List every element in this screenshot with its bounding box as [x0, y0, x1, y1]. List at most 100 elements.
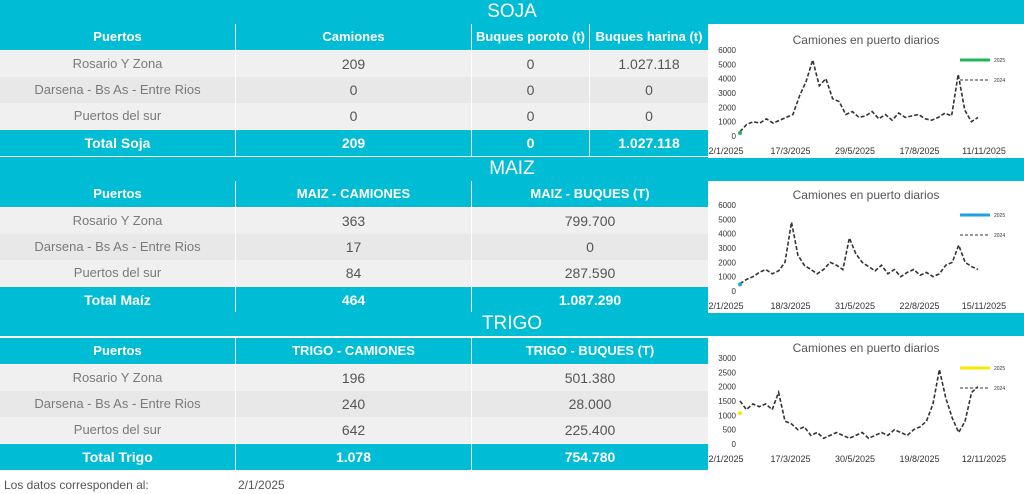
soja-col-puertos: Puertos	[0, 24, 235, 50]
row-value: 196	[235, 365, 471, 391]
row-value: 0	[471, 234, 708, 260]
legend-2024-label: 2024	[994, 386, 1005, 392]
y-tick-label: 3000	[718, 244, 736, 253]
y-tick-label: 4000	[718, 230, 736, 239]
soja-chart-svg: Camiones en puerto diarios 0 1000 2000 3000 4…	[708, 33, 1006, 156]
footer-date: 2/1/2025	[238, 478, 285, 492]
maiz-col-camiones: MAIZ - CAMIONES	[235, 181, 471, 207]
row-value: 1.027.118	[589, 51, 708, 77]
row-value: 0	[471, 51, 589, 77]
row-value: 0	[471, 77, 589, 103]
legend-2025-label: 2025	[994, 213, 1005, 219]
row-value: 209	[235, 51, 471, 77]
trigo-header-row: Puertos TRIGO - CAMIONES TRIGO - BUQUES …	[0, 338, 708, 364]
table-row: Puertos del sur 0 0 0	[0, 103, 708, 129]
soja-title: SOJA	[0, 0, 1024, 24]
legend-2025-label: 2025	[994, 366, 1005, 372]
row-value: 363	[235, 208, 471, 234]
row-value: 0	[589, 77, 708, 103]
row-label: Darsena - Bs As - Entre Rios	[0, 234, 235, 260]
trigo-col-buques: TRIGO - BUQUES (T)	[471, 338, 708, 364]
total-value: 1.078	[235, 444, 471, 470]
table-row: Puertos del sur 84 287.590	[0, 260, 708, 286]
row-value: 0	[589, 103, 708, 129]
y-tick-label: 0	[732, 287, 737, 296]
table-row: Darsena - Bs As - Entre Rios 240 28.000	[0, 391, 708, 417]
row-label: Rosario Y Zona	[0, 365, 235, 391]
soja-col-camiones: Camiones	[235, 24, 471, 50]
chart-title: Camiones en puerto diarios	[793, 341, 940, 355]
soja-total-row: Total Soja 209 0 1.027.118	[0, 130, 708, 156]
y-tick-label: 6000	[718, 46, 736, 55]
y-tick-label: 5000	[718, 60, 736, 69]
chart-title: Camiones en puerto diarios	[793, 188, 940, 202]
total-value: 1.027.118	[589, 130, 708, 156]
series-2024-line	[739, 369, 979, 440]
total-label: Total Soja	[0, 130, 235, 156]
series-2025-point	[738, 131, 742, 136]
trigo-col-puertos: Puertos	[0, 338, 235, 364]
y-tick-label: 500	[723, 426, 737, 435]
x-tick-label: 11/11/2025	[962, 146, 1006, 156]
table-row: Darsena - Bs As - Entre Rios 17 0	[0, 234, 708, 260]
soja-col-buques-poroto: Buques poroto (t)	[471, 24, 589, 50]
row-value: 240	[235, 391, 471, 417]
x-tick-label: 19/8/2025	[899, 454, 939, 464]
x-tick-label: 29/5/2025	[835, 146, 875, 156]
y-tick-label: 5000	[718, 215, 736, 224]
y-tick-label: 1500	[718, 397, 736, 406]
y-tick-label: 6000	[718, 201, 736, 210]
table-row: Rosario Y Zona 196 501.380	[0, 365, 708, 391]
total-value: 464	[235, 287, 471, 313]
chart-title: Camiones en puerto diarios	[793, 33, 940, 47]
x-tick-label: 30/5/2025	[835, 454, 875, 464]
total-label: Total Maíz	[0, 287, 235, 313]
y-tick-label: 2000	[718, 258, 736, 267]
maiz-col-puertos: Puertos	[0, 181, 235, 207]
total-value: 0	[471, 130, 589, 156]
trigo-total-row: Total Trigo 1.078 754.780	[0, 444, 708, 470]
soja-col-buques-harina: Buques harina (t)	[589, 24, 708, 50]
trigo-col-camiones: TRIGO - CAMIONES	[235, 338, 471, 364]
row-label: Darsena - Bs As - Entre Rios	[0, 391, 235, 417]
row-label: Darsena - Bs As - Entre Rios	[0, 77, 235, 103]
x-tick-label: 31/5/2025	[835, 301, 875, 311]
series-2025-point	[738, 282, 742, 287]
legend-2024-label: 2024	[994, 78, 1005, 84]
row-label: Puertos del sur	[0, 260, 235, 286]
maiz-header-row: Puertos MAIZ - CAMIONES MAIZ - BUQUES (T…	[0, 181, 708, 207]
y-tick-label: 1000	[718, 411, 736, 420]
y-tick-label: 2500	[718, 368, 736, 377]
y-tick-label: 3000	[718, 354, 736, 363]
maiz-col-buques: MAIZ - BUQUES (T)	[471, 181, 708, 207]
x-tick-label: 2/1/2025	[708, 301, 743, 311]
legend-2024-label: 2024	[994, 233, 1005, 239]
legend-2025-label: 2025	[994, 58, 1005, 64]
trigo-chart: Camiones en puerto diarios 0 500 1000 1500 20…	[708, 336, 1024, 466]
table-row: Darsena - Bs As - Entre Rios 0 0 0	[0, 77, 708, 103]
x-tick-label: 17/3/2025	[770, 454, 810, 464]
x-tick-label: 2/1/2025	[708, 146, 743, 156]
series-2025-point	[738, 411, 742, 416]
total-label: Total Trigo	[0, 444, 235, 470]
x-tick-label: 22/8/2025	[899, 301, 939, 311]
table-row: Rosario Y Zona 363 799.700	[0, 208, 708, 234]
maiz-title: MAIZ	[0, 157, 1024, 181]
total-value: 754.780	[471, 444, 708, 470]
y-tick-label: 4000	[718, 75, 736, 84]
row-label: Puertos del sur	[0, 103, 235, 129]
x-tick-label: 2/1/2025	[708, 454, 743, 464]
row-label: Rosario Y Zona	[0, 208, 235, 234]
row-value: 0	[235, 103, 471, 129]
row-label: Rosario Y Zona	[0, 51, 235, 77]
soja-header-row: Puertos Camiones Buques poroto (t) Buque…	[0, 24, 708, 50]
row-value: 642	[235, 417, 471, 443]
total-value: 1.087.290	[471, 287, 708, 313]
row-value: 17	[235, 234, 471, 260]
row-value: 287.590	[471, 260, 708, 286]
x-tick-label: 17/8/2025	[899, 146, 939, 156]
row-label: Puertos del sur	[0, 417, 235, 443]
trigo-chart-svg: Camiones en puerto diarios 0 500 1000 1500 20…	[708, 341, 1006, 464]
y-tick-label: 2000	[718, 383, 736, 392]
total-value: 209	[235, 130, 471, 156]
